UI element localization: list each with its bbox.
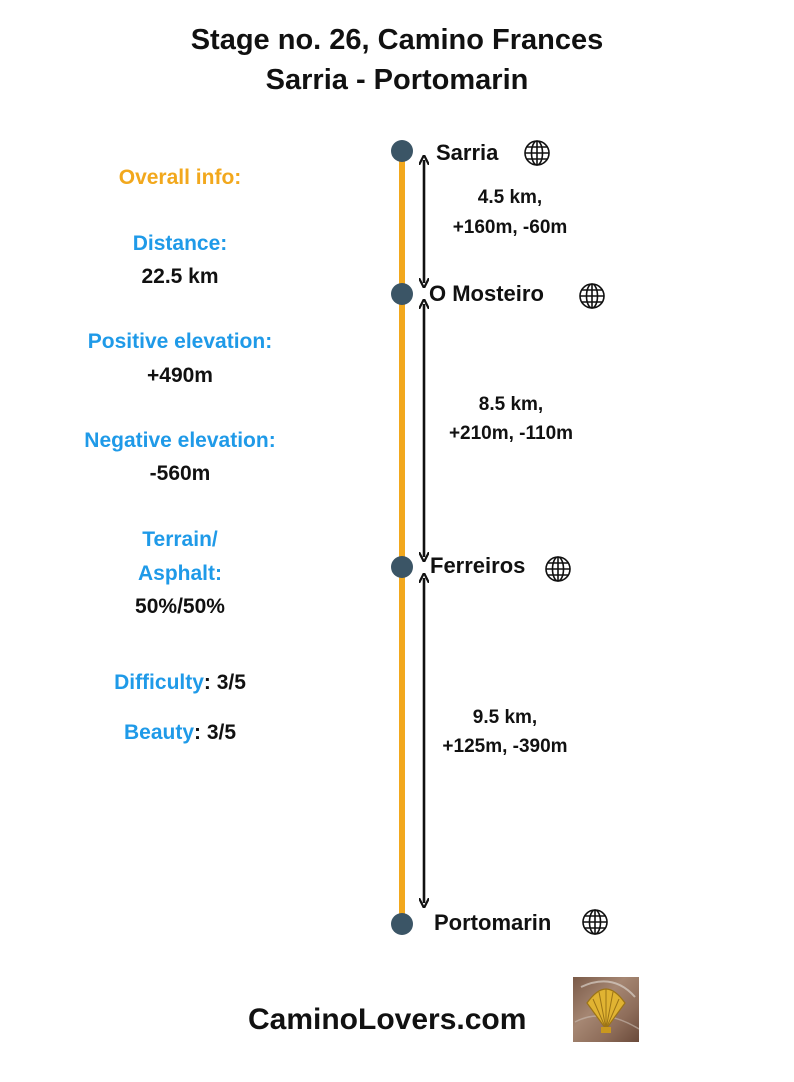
page-subtitle: Sarria - Portomarin (265, 64, 529, 96)
stop-name-o-mosteiro: O Mosteiro (429, 281, 544, 306)
stop-dot-ferreiros (391, 556, 413, 578)
globe-icon[interactable] (543, 554, 573, 584)
negative-elevation-label: Negative elevation: (84, 429, 276, 452)
terrain-label-line2: Asphalt: (138, 562, 222, 585)
globe-icon[interactable] (577, 281, 607, 311)
stop-dot-sarria (391, 140, 413, 162)
segment-3-elevation: +125m, -390m (442, 736, 568, 757)
stop-dot-o-mosteiro (391, 283, 413, 305)
beauty-row: Beauty: 3/5 (30, 718, 330, 748)
stop-dot-portomarin (391, 913, 413, 935)
negative-elevation-value: -560m (149, 462, 211, 485)
positive-elevation-label: Positive elevation: (87, 330, 273, 353)
terrain-label-line1: Terrain/ (142, 528, 218, 551)
stop-name-portomarin: Portomarin (434, 910, 552, 935)
segment-1-distance: 4.5 km, (477, 187, 543, 208)
difficulty-row: Difficulty: 3/5 (30, 668, 330, 698)
scallop-shell-icon (573, 977, 639, 1042)
segment-3-distance: 9.5 km, (472, 707, 538, 728)
distance-label: Distance: (132, 232, 228, 255)
overall-info-label: Overall info: (118, 166, 242, 189)
difficulty-label: Difficulty (114, 671, 204, 694)
beauty-label: Beauty (123, 721, 194, 744)
distance-value: 22.5 km (141, 265, 219, 288)
page-title: Stage no. 26, Camino Frances (190, 24, 604, 56)
terrain-value: 50%/50% (135, 595, 225, 618)
site-footer-link[interactable]: CaminoLovers.com (248, 1003, 527, 1036)
difficulty-value: : 3/5 (203, 671, 246, 694)
globe-icon[interactable] (580, 907, 610, 937)
segment-1-elevation: +160m, -60m (452, 217, 568, 238)
stop-name-sarria: Sarria (436, 140, 499, 165)
positive-elevation-value: +490m (147, 364, 213, 387)
beauty-value: : 3/5 (194, 721, 237, 744)
segment-2-distance: 8.5 km, (478, 394, 544, 415)
segment-2-elevation: +210m, -110m (448, 423, 574, 444)
globe-icon[interactable] (522, 138, 552, 168)
stop-name-ferreiros: Ferreiros (430, 553, 526, 578)
